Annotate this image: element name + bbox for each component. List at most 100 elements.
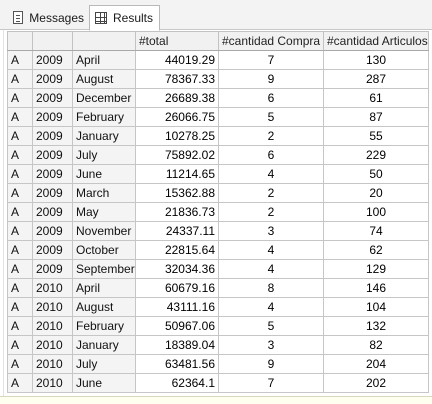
cell-year[interactable]: 2010 [32, 373, 73, 393]
cell-year[interactable]: 2009 [32, 107, 73, 127]
cell-cantidad-compra[interactable]: 6 [218, 145, 324, 165]
cell-key[interactable]: A [7, 297, 33, 317]
cell-total[interactable]: 78367.33 [135, 69, 219, 89]
table-row[interactable]: A 2009 June 11214.65 4 50 [7, 164, 429, 184]
cell-cantidad-compra[interactable]: 4 [218, 164, 324, 184]
cell-cantidad-compra[interactable]: 5 [218, 107, 324, 127]
cell-key[interactable]: A [7, 145, 33, 165]
cell-key[interactable]: A [7, 126, 33, 146]
cell-year[interactable]: 2009 [32, 164, 73, 184]
column-header-cantidad-compra[interactable]: #cantidad Compra [218, 31, 324, 51]
cell-key[interactable]: A [7, 202, 33, 222]
cell-year[interactable]: 2009 [32, 183, 73, 203]
cell-year[interactable]: 2010 [32, 354, 73, 374]
cell-cantidad-articulos[interactable]: 100 [323, 202, 429, 222]
cell-month[interactable]: June [72, 164, 136, 184]
cell-month[interactable]: June [72, 373, 136, 393]
cell-cantidad-compra[interactable]: 4 [218, 259, 324, 279]
cell-cantidad-articulos[interactable]: 87 [323, 107, 429, 127]
cell-total[interactable]: 11214.65 [135, 164, 219, 184]
table-row[interactable]: A 2009 August 78367.33 9 287 [7, 69, 429, 89]
cell-total[interactable]: 10278.25 [135, 126, 219, 146]
cell-total[interactable]: 44019.29 [135, 50, 219, 70]
cell-total[interactable]: 62364.1 [135, 373, 219, 393]
cell-month[interactable]: October [72, 240, 136, 260]
cell-year[interactable]: 2010 [32, 335, 73, 355]
cell-year[interactable]: 2009 [32, 240, 73, 260]
column-header[interactable] [7, 31, 33, 51]
cell-cantidad-articulos[interactable]: 62 [323, 240, 429, 260]
table-row[interactable]: A 2010 January 18389.04 3 82 [7, 335, 429, 355]
cell-month[interactable]: January [72, 126, 136, 146]
cell-key[interactable]: A [7, 69, 33, 89]
cell-cantidad-compra[interactable]: 7 [218, 50, 324, 70]
cell-cantidad-articulos[interactable]: 202 [323, 373, 429, 393]
cell-key[interactable]: A [7, 183, 33, 203]
cell-key[interactable]: A [7, 373, 33, 393]
column-header-cantidad-articulos[interactable]: #cantidad Articulos [323, 31, 429, 51]
cell-key[interactable]: A [7, 278, 33, 298]
results-grid[interactable]: #total #cantidad Compra #cantidad Articu… [7, 31, 429, 394]
cell-cantidad-articulos[interactable]: 229 [323, 145, 429, 165]
cell-cantidad-compra[interactable]: 6 [218, 88, 324, 108]
cell-month[interactable]: August [72, 69, 136, 89]
cell-cantidad-articulos[interactable]: 82 [323, 335, 429, 355]
cell-total[interactable]: 26689.38 [135, 88, 219, 108]
table-row[interactable]: A 2009 February 26066.75 5 87 [7, 107, 429, 127]
cell-month[interactable]: August [72, 297, 136, 317]
cell-cantidad-articulos[interactable]: 204 [323, 354, 429, 374]
cell-cantidad-articulos[interactable]: 146 [323, 278, 429, 298]
cell-total[interactable]: 60679.16 [135, 278, 219, 298]
cell-cantidad-articulos[interactable]: 74 [323, 221, 429, 241]
cell-year[interactable]: 2009 [32, 88, 73, 108]
cell-month[interactable]: March [72, 183, 136, 203]
cell-key[interactable]: A [7, 259, 33, 279]
cell-key[interactable]: A [7, 107, 33, 127]
cell-year[interactable]: 2009 [32, 259, 73, 279]
cell-year[interactable]: 2009 [32, 145, 73, 165]
table-row[interactable]: A 2009 March 15362.88 2 20 [7, 183, 429, 203]
table-row[interactable]: A 2009 January 10278.25 2 55 [7, 126, 429, 146]
cell-total[interactable]: 75892.02 [135, 145, 219, 165]
cell-key[interactable]: A [7, 316, 33, 336]
cell-month[interactable]: May [72, 202, 136, 222]
cell-month[interactable]: July [72, 145, 136, 165]
cell-total[interactable]: 22815.64 [135, 240, 219, 260]
cell-cantidad-compra[interactable]: 5 [218, 316, 324, 336]
cell-cantidad-articulos[interactable]: 61 [323, 88, 429, 108]
table-row[interactable]: A 2009 April 44019.29 7 130 [7, 50, 429, 70]
cell-total[interactable]: 43111.16 [135, 297, 219, 317]
column-header[interactable] [72, 31, 136, 51]
table-row[interactable]: A 2010 July 63481.56 9 204 [7, 354, 429, 374]
table-row[interactable]: A 2009 July 75892.02 6 229 [7, 145, 429, 165]
cell-cantidad-compra[interactable]: 3 [218, 221, 324, 241]
cell-cantidad-compra[interactable]: 9 [218, 69, 324, 89]
cell-total[interactable]: 32034.36 [135, 259, 219, 279]
cell-total[interactable]: 18389.04 [135, 335, 219, 355]
cell-cantidad-compra[interactable]: 2 [218, 126, 324, 146]
cell-cantidad-articulos[interactable]: 55 [323, 126, 429, 146]
cell-month[interactable]: February [72, 316, 136, 336]
cell-key[interactable]: A [7, 221, 33, 241]
cell-cantidad-compra[interactable]: 4 [218, 240, 324, 260]
cell-month[interactable]: January [72, 335, 136, 355]
cell-cantidad-articulos[interactable]: 287 [323, 69, 429, 89]
table-row[interactable]: A 2009 December 26689.38 6 61 [7, 88, 429, 108]
cell-total[interactable]: 24337.11 [135, 221, 219, 241]
cell-month[interactable]: July [72, 354, 136, 374]
cell-cantidad-articulos[interactable]: 130 [323, 50, 429, 70]
table-row[interactable]: A 2009 September 32034.36 4 129 [7, 259, 429, 279]
cell-month[interactable]: April [72, 50, 136, 70]
table-row[interactable]: A 2010 June 62364.1 7 202 [7, 373, 429, 393]
cell-year[interactable]: 2009 [32, 126, 73, 146]
table-row[interactable]: A 2009 November 24337.11 3 74 [7, 221, 429, 241]
cell-month[interactable]: February [72, 107, 136, 127]
column-header[interactable] [32, 31, 73, 51]
cell-year[interactable]: 2010 [32, 316, 73, 336]
cell-month[interactable]: September [72, 259, 136, 279]
cell-month[interactable]: April [72, 278, 136, 298]
table-row[interactable]: A 2010 February 50967.06 5 132 [7, 316, 429, 336]
tab-results[interactable]: Results [89, 5, 160, 31]
cell-total[interactable]: 26066.75 [135, 107, 219, 127]
cell-total[interactable]: 21836.73 [135, 202, 219, 222]
